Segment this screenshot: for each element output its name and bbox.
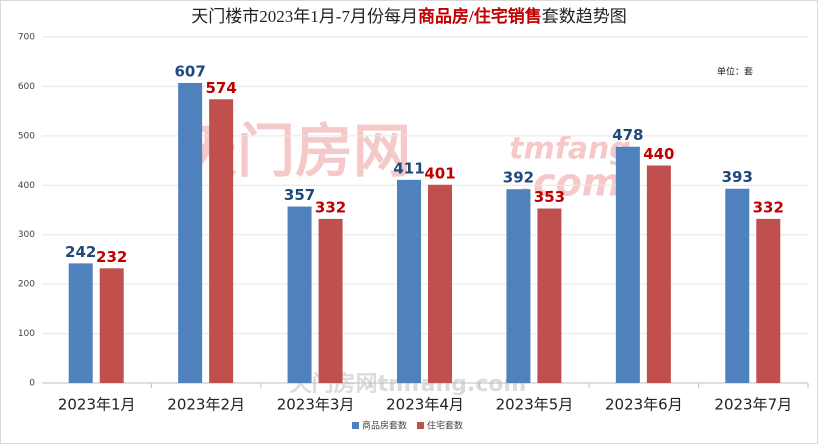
x-tick-label: 2023年4月: [386, 396, 464, 414]
watermark: .com: [519, 161, 622, 205]
value-label: 574: [205, 79, 236, 97]
x-tick-label: 2023年6月: [605, 396, 683, 414]
bar: [318, 218, 343, 383]
legend-swatch: [417, 422, 425, 429]
bar: [209, 99, 234, 383]
value-label: 353: [534, 188, 565, 206]
y-tick-label: 500: [18, 131, 35, 141]
y-tick-label: 200: [18, 280, 35, 290]
x-tick-label: 2023年3月: [277, 396, 355, 414]
value-label: 401: [424, 164, 455, 182]
value-label: 392: [503, 169, 534, 187]
bar: [397, 179, 421, 383]
value-label: 232: [96, 248, 127, 266]
title-part: 天门楼市2023年1月-7月份每月: [191, 7, 418, 26]
chart-title: 天门楼市2023年1月-7月份每月商品房/住宅销售套数趋势图: [191, 6, 626, 26]
x-tick-label: 2023年5月: [496, 396, 574, 414]
title-part: 套数趋势图: [542, 7, 627, 26]
bar: [178, 82, 203, 384]
watermark: tmfang: [509, 132, 631, 167]
y-tick-label: 400: [18, 181, 35, 191]
bar: [537, 208, 562, 383]
x-tick-label: 2023年7月: [714, 396, 792, 414]
x-tick-label: 2023年2月: [167, 396, 245, 414]
value-label: 332: [753, 198, 784, 216]
bar: [615, 146, 640, 383]
bar: [506, 189, 531, 383]
y-tick-label: 100: [18, 329, 35, 339]
bar: [287, 206, 312, 383]
value-label: 478: [612, 126, 643, 144]
value-label: 411: [393, 159, 424, 177]
title-part: 商品房/住宅销售: [418, 6, 542, 26]
legend-swatch: [352, 422, 359, 429]
value-label: 332: [315, 198, 346, 216]
legend-label: 住宅套数: [427, 420, 463, 432]
y-tick-label: 0: [29, 379, 35, 389]
bar: [725, 188, 750, 383]
y-tick-label: 700: [18, 33, 35, 43]
bar: [68, 263, 93, 383]
bar: [756, 218, 781, 383]
bar: [428, 184, 452, 383]
unit-label: 单位：套: [717, 66, 753, 78]
value-label: 357: [284, 186, 315, 204]
legend-label: 商品房套数: [362, 420, 407, 432]
x-tick-label: 2023年1月: [58, 396, 136, 414]
bar: [99, 268, 124, 383]
bar: [646, 165, 671, 383]
value-label: 440: [643, 145, 674, 163]
value-label: 607: [174, 62, 205, 80]
y-tick-label: 600: [18, 82, 35, 92]
value-label: 242: [65, 243, 96, 261]
value-label: 393: [722, 168, 753, 186]
y-tick-label: 300: [18, 230, 35, 240]
